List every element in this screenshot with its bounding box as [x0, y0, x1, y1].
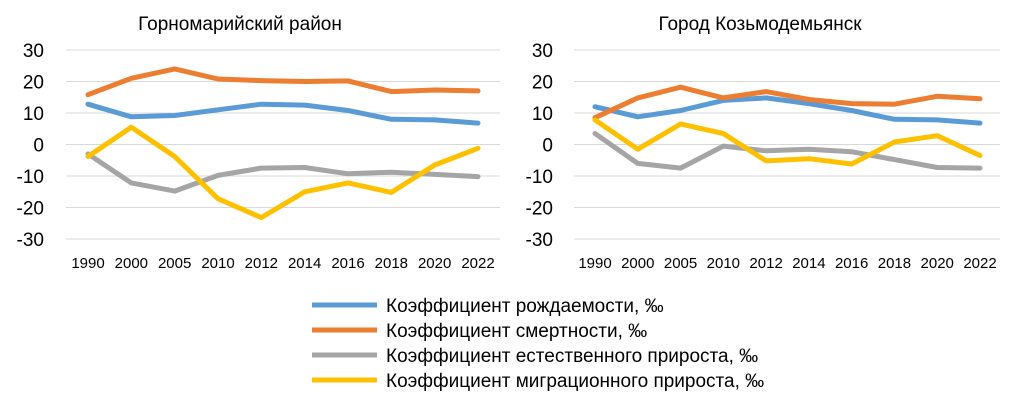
- x-tick-label: 2010: [201, 255, 234, 272]
- x-tick-label: 2016: [331, 255, 364, 272]
- series-line-4: [592, 117, 983, 167]
- x-tick-label: 2018: [375, 255, 408, 272]
- x-tick-label: 2016: [835, 255, 868, 272]
- x-tick-label: 2005: [158, 255, 191, 272]
- series-line-1: [85, 101, 481, 126]
- y-tick-label: -20: [526, 199, 553, 220]
- y-tick-label: 30: [532, 41, 553, 62]
- y-tick-label: 20: [23, 73, 44, 94]
- chart-panel-kozmodemyansk: Город Козьмодемьянск3020100-10-20-301990…: [526, 14, 1000, 272]
- series-line-3: [592, 131, 983, 171]
- series-line-1: [592, 95, 983, 126]
- x-tick-label: 1990: [578, 255, 611, 272]
- legend-label: Коэффициент рождаемости, ‰: [386, 296, 664, 317]
- y-tick-label: 0: [542, 136, 553, 157]
- x-tick-label: 2022: [461, 255, 494, 272]
- y-tick-label: 10: [23, 104, 44, 125]
- y-tick-label: 20: [532, 73, 553, 94]
- x-tick-label: 2000: [115, 255, 148, 272]
- chart-title: Горномарийский район: [138, 14, 342, 35]
- y-tick-label: -20: [17, 199, 44, 220]
- legend-label: Коэффициент естественного прироста, ‰: [386, 346, 758, 367]
- series-line-4: [85, 124, 481, 221]
- y-tick-label: 0: [33, 136, 44, 157]
- legend-label: Коэффициент миграционного прироста, ‰: [386, 371, 764, 392]
- x-tick-label: 2020: [418, 255, 451, 272]
- chart-title: Город Козьмодемьянск: [658, 14, 862, 35]
- y-tick-label: -30: [526, 230, 553, 251]
- x-tick-label: 2020: [921, 255, 954, 272]
- x-tick-label: 2018: [878, 255, 911, 272]
- x-tick-label: 1990: [71, 255, 104, 272]
- chart-panel-gornomariysky: Горномарийский район3020100-10-20-301990…: [17, 14, 500, 272]
- x-tick-label: 2012: [245, 255, 278, 272]
- legend-label: Коэффициент смертности, ‰: [386, 321, 647, 342]
- y-tick-label: -30: [17, 230, 44, 251]
- series-line-2: [592, 84, 983, 121]
- x-tick-label: 2005: [664, 255, 697, 272]
- x-tick-label: 2000: [621, 255, 654, 272]
- y-tick-label: -10: [17, 167, 44, 188]
- y-tick-label: 30: [23, 41, 44, 62]
- series-line-2: [85, 66, 481, 98]
- y-tick-label: 10: [532, 104, 553, 125]
- x-tick-label: 2014: [288, 255, 321, 272]
- series-line-3: [85, 151, 481, 194]
- y-tick-label: -10: [526, 167, 553, 188]
- x-tick-label: 2014: [792, 255, 825, 272]
- x-tick-label: 2010: [707, 255, 740, 272]
- x-tick-label: 2022: [963, 255, 996, 272]
- x-tick-label: 2012: [749, 255, 782, 272]
- legend: Коэффициент рождаемости, ‰ Коэффициент см…: [312, 296, 764, 392]
